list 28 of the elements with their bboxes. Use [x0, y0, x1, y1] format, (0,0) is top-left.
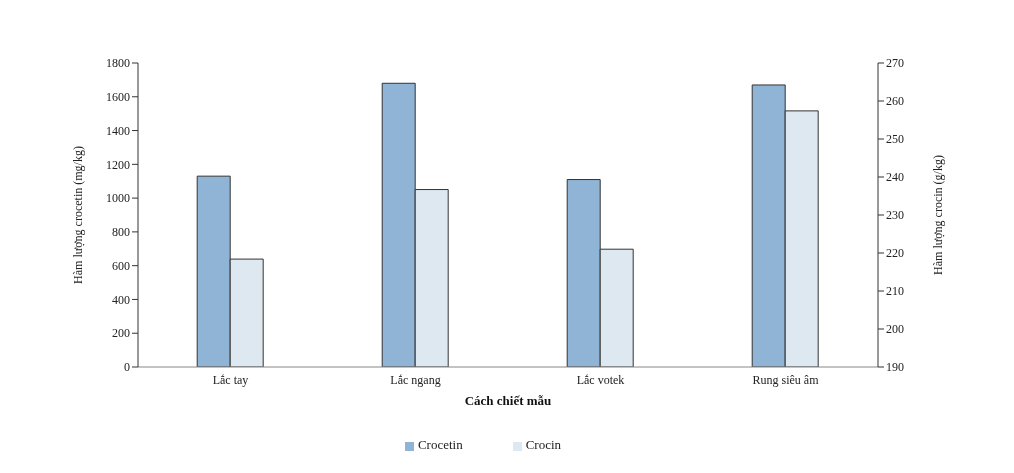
- x-axis-title: Cách chiết mẫu: [464, 393, 552, 408]
- y-tick-label: 1000: [106, 191, 130, 206]
- y-tick-label: 400: [112, 292, 130, 307]
- y-tick-label: 600: [112, 258, 130, 273]
- legend-label: Crocetin: [417, 437, 463, 452]
- x-tick-label: Rung siêu âm: [752, 372, 820, 387]
- y2-axis-title: Hàm lượng crocin (g/kg): [931, 155, 946, 275]
- y-tick-label: 1600: [106, 90, 130, 105]
- y2-tick-label: 270: [886, 56, 904, 71]
- y2-tick-label: 260: [886, 94, 904, 109]
- y2-tick-label: 200: [886, 322, 904, 337]
- y-tick-label: 800: [112, 225, 130, 240]
- y2-tick-label: 240: [886, 170, 904, 185]
- y-tick-label: 1800: [106, 56, 130, 71]
- y2-tick-label: 230: [886, 208, 904, 223]
- y2-tick-label: 190: [886, 360, 904, 375]
- legend-label: Crocin: [525, 437, 562, 452]
- y-tick-label: 0: [124, 360, 130, 375]
- x-tick-label: Lắc tay: [212, 372, 249, 387]
- y2-tick-label: 250: [886, 132, 904, 147]
- y-tick-label: 200: [112, 326, 130, 341]
- x-tick-label: Lắc votek: [576, 372, 625, 387]
- y2-tick-label: 220: [886, 246, 904, 261]
- y-axis-title: Hàm lượng crocetin (mg/kg): [71, 146, 86, 284]
- y2-tick-label: 210: [886, 284, 904, 299]
- y-tick-label: 1400: [106, 123, 130, 138]
- x-tick-label: Lắc ngang: [390, 372, 441, 387]
- y-tick-label: 1200: [106, 157, 130, 172]
